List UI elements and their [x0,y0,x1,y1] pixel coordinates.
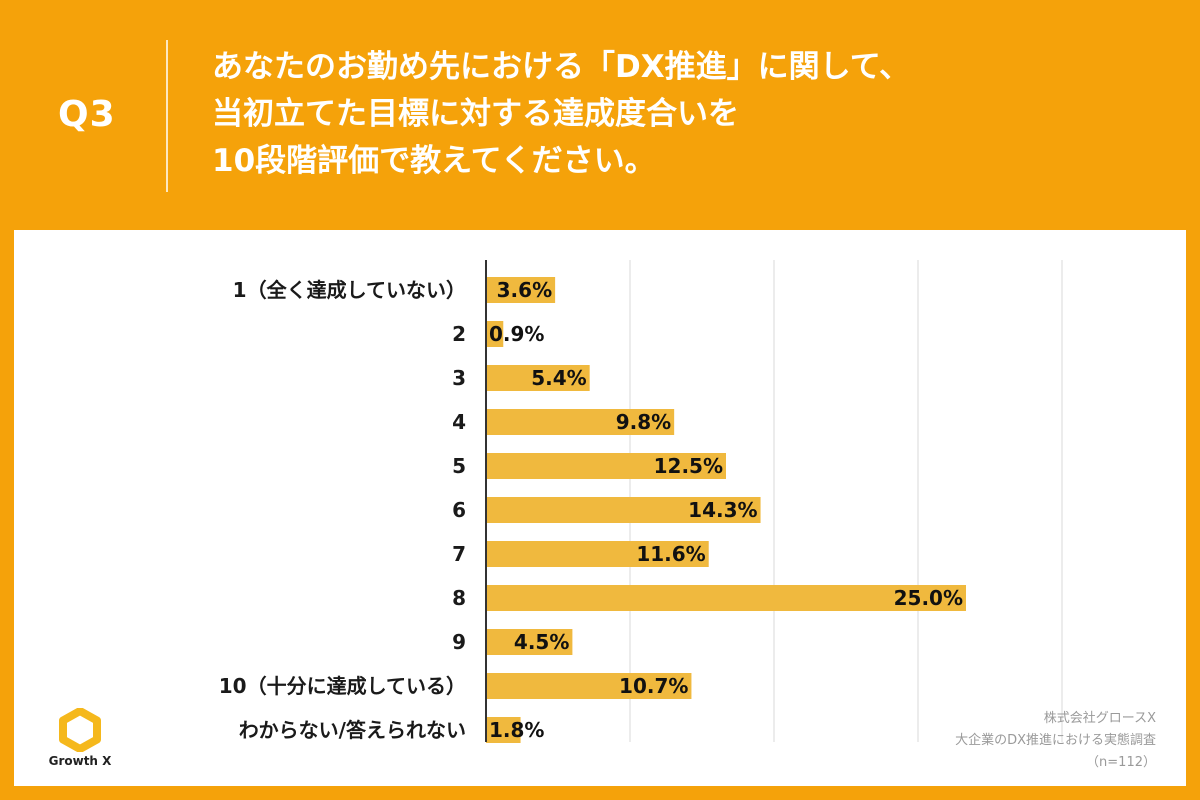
source-company: 株式会社グロースX [1043,711,1156,726]
category-label: わからない/答えられない [239,718,466,742]
category-label: 7 [452,542,466,566]
question-number: Q3 [58,94,116,135]
bar [486,541,709,567]
value-label: 1.8% [489,718,544,742]
bar [486,277,556,303]
value-label: 10.7% [619,674,688,698]
value-label: 9.8% [616,410,671,434]
category-label: 2 [452,322,466,346]
value-label: 12.5% [654,454,723,478]
value-label: 4.5% [514,630,569,654]
company-logo: Growth X [40,708,120,768]
category-label: 4 [452,410,466,434]
value-label: 3.6% [497,278,552,302]
category-label: 3 [452,366,466,390]
bar-chart: 1（全く達成していない） 3.6% 2 0.9% 3 5.4% 4 9.8% 5 12.5% 6 14… [219,260,1063,743]
category-label: 6 [452,498,466,522]
bar [486,673,692,699]
question-title-line: あなたのお勤め先における「DX推進」に関して、 [212,49,911,85]
bar [486,585,966,611]
category-label: 9 [452,630,466,654]
header: Q3 あなたのお勤め先における「DX推進」に関して、 当初立てた目標に対する達成… [0,0,1200,230]
value-label: 25.0% [894,586,963,610]
bar [486,365,590,391]
bar [486,717,521,743]
bar [486,629,573,655]
bar [486,321,504,347]
logo-text: Growth X [48,754,112,768]
question-title-line: 当初立てた目標に対する達成度合いを [212,96,739,132]
value-label: 11.6% [636,542,705,566]
value-label: 0.9% [489,322,544,346]
source-sample: （n=112） [1086,755,1156,770]
value-label: 5.4% [531,366,586,390]
source-survey: 大企業のDX推進における実態調査 [955,733,1156,748]
header-divider [166,40,168,192]
logo-hexagon-icon [59,708,101,752]
bar [486,497,761,523]
bar [486,453,726,479]
category-label: 5 [452,454,466,478]
bar [486,409,675,435]
category-label: 1（全く達成していない） [233,278,466,302]
value-label: 14.3% [688,498,757,522]
category-label: 8 [452,586,466,610]
chart-panel: 1（全く達成していない） 3.6% 2 0.9% 3 5.4% 4 9.8% 5 12.5% 6 14… [14,230,1186,786]
category-label: 10（十分に達成している） [219,674,466,698]
source-note: 株式会社グロースX 大企業のDX推進における実態調査 （n=112） [955,708,1156,774]
question-title: あなたのお勤め先における「DX推進」に関して、 当初立てた目標に対する達成度合い… [212,44,1172,185]
question-title-line: 10段階評価で教えてください。 [212,143,656,179]
